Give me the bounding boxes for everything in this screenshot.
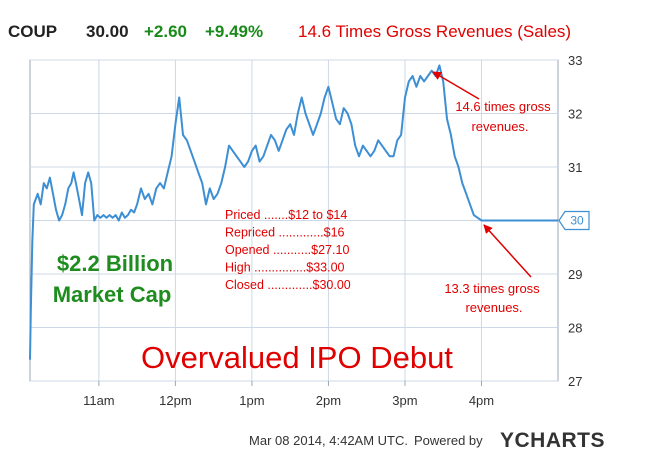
- y-tick-label: 31: [568, 160, 582, 175]
- y-tick-label: 33: [568, 53, 582, 68]
- high-note-line-2: revenues.: [471, 119, 528, 134]
- last-value-label: 30: [570, 214, 584, 228]
- high-note-arrow: [432, 71, 480, 100]
- footer-timestamp: Mar 08 2014, 4:42AM UTC.: [249, 433, 408, 448]
- x-tick-label: 2pm: [316, 393, 341, 408]
- x-tick-label: 4pm: [469, 393, 494, 408]
- headline-annotation: Overvalued IPO Debut: [141, 340, 453, 375]
- last-value-pointer: [558, 210, 590, 231]
- close-note-line-2: revenues.: [465, 300, 522, 315]
- price-series-line: [29, 64, 558, 360]
- close-note-arrow: [483, 224, 532, 278]
- gridlines: [30, 59, 558, 382]
- y-tick-label: 29: [568, 267, 582, 282]
- high-note-line-1: 14.6 times gross: [455, 99, 551, 114]
- market-cap-line-2: Market Cap: [53, 282, 172, 307]
- market-cap-line-1: $2.2 Billion: [57, 251, 173, 276]
- x-axis-ticks: 11am 12pm 1pm 2pm 3pm 4pm: [83, 381, 494, 408]
- y-tick-label: 27: [568, 374, 582, 389]
- ipo-details-list: Priced .......$12 to $14 Repriced .......…: [225, 208, 351, 292]
- ticker-symbol: COUP: [8, 22, 57, 41]
- ipo-detail-row: High ...............$33.00: [225, 261, 345, 275]
- x-tick-label: 1pm: [239, 393, 264, 408]
- ipo-detail-row: Priced .......$12 to $14: [225, 208, 347, 222]
- last-price: 30.00: [86, 22, 129, 41]
- y-tick-label: 32: [568, 107, 582, 122]
- footer-powered-by: Powered by: [414, 433, 483, 448]
- close-note-line-1: 13.3 times gross: [444, 281, 540, 296]
- ycharts-logo: YCHARTS: [500, 429, 605, 452]
- last-value-marker: 30: [558, 210, 590, 231]
- y-tick-label: 28: [568, 321, 582, 336]
- ipo-detail-row: Closed .............$30.00: [225, 278, 351, 292]
- x-tick-label: 11am: [83, 393, 115, 408]
- valuation-note: 14.6 Times Gross Revenues (Sales): [298, 22, 571, 41]
- x-tick-label: 12pm: [159, 393, 192, 408]
- price-change-pct: +9.49%: [205, 22, 263, 41]
- ipo-detail-row: Opened ...........$27.10: [225, 243, 349, 257]
- x-tick-label: 3pm: [392, 393, 417, 408]
- ipo-detail-row: Repriced .............$16: [225, 226, 345, 240]
- price-change: +2.60: [144, 22, 187, 41]
